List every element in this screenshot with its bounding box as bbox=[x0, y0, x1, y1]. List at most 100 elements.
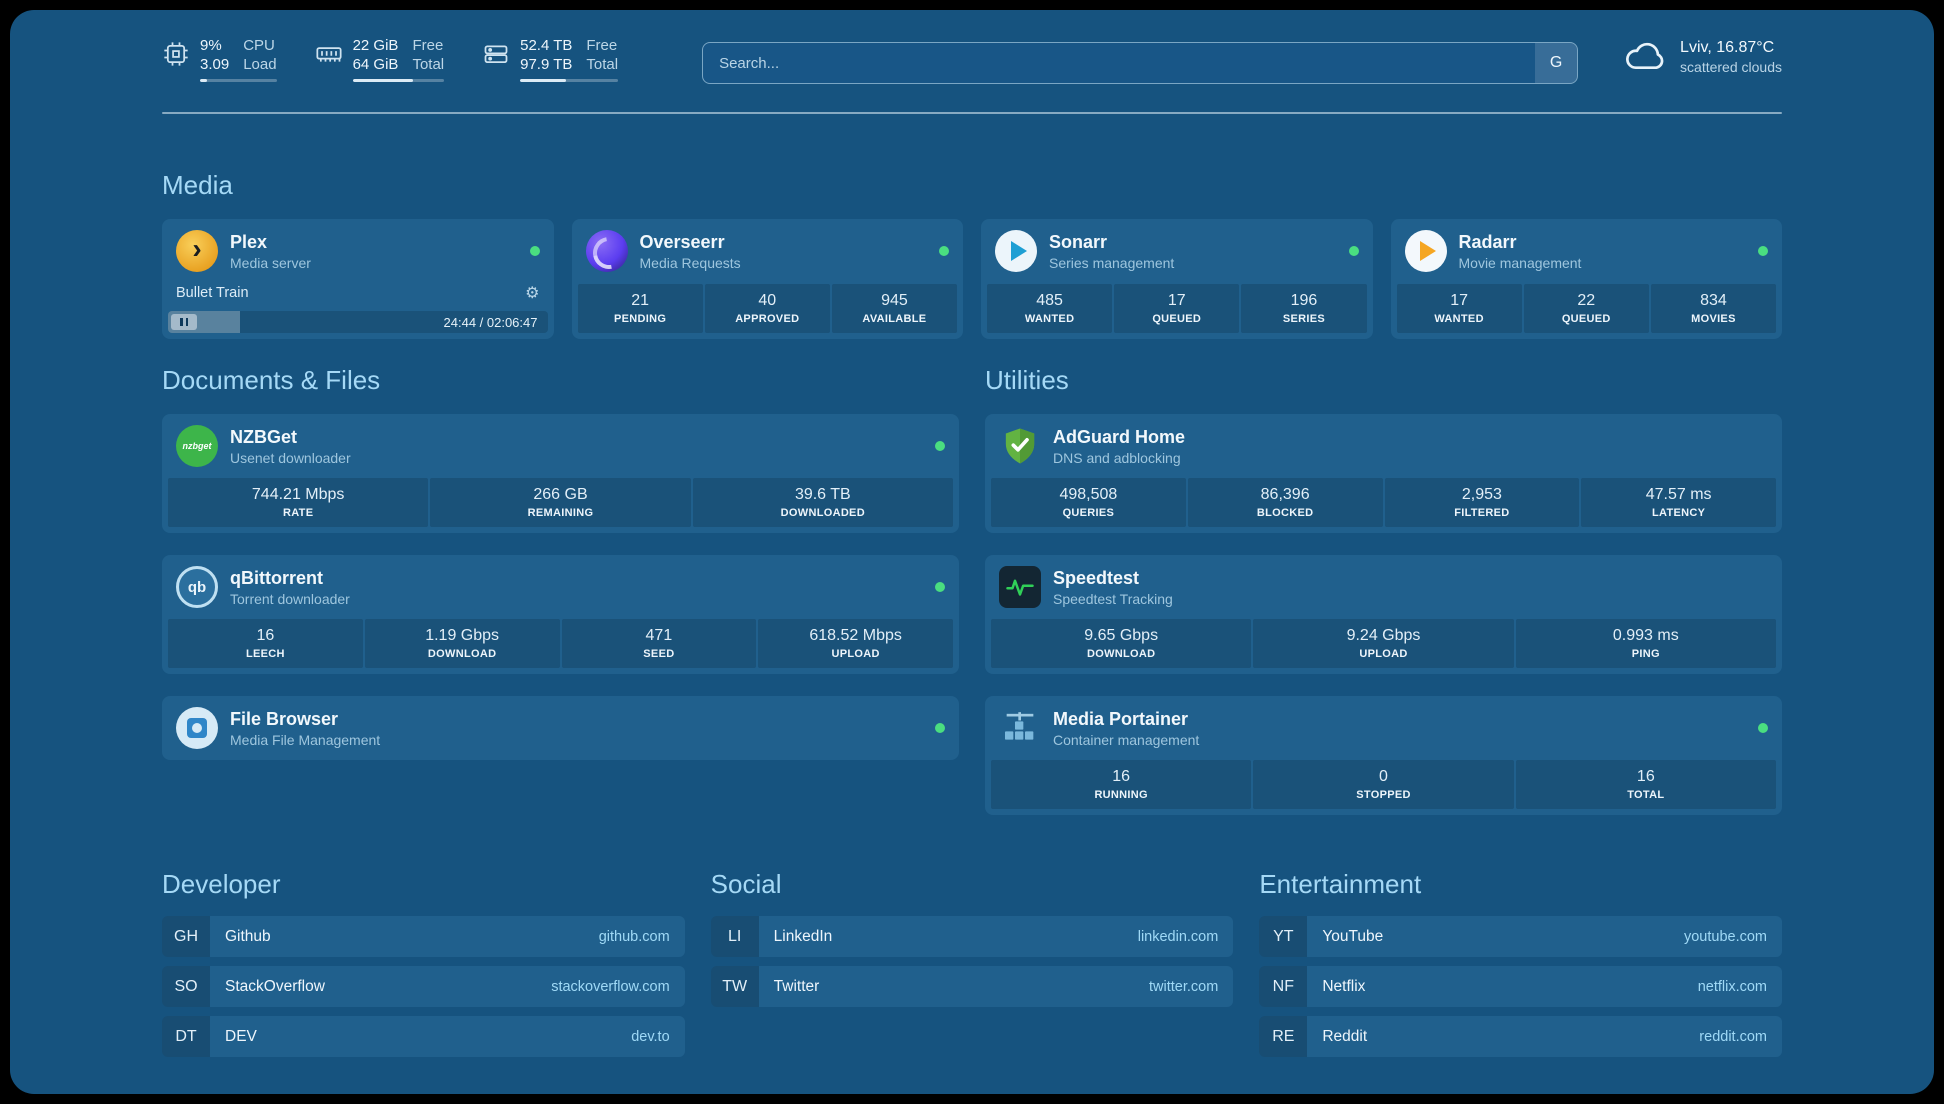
search-input[interactable] bbox=[702, 42, 1579, 84]
weather-location: Lviv, 16.87°C bbox=[1680, 39, 1775, 56]
bookmark-abbr: SO bbox=[162, 966, 210, 1007]
bookmark-row-reddit[interactable]: RE Reddit reddit.com bbox=[1259, 1016, 1782, 1057]
stat-label: WANTED bbox=[1434, 313, 1484, 325]
stat-tile: 196 SERIES bbox=[1241, 284, 1367, 333]
cpu-widget: 9% 3.09 CPU Load bbox=[162, 36, 277, 82]
stat-value: 1.19 Gbps bbox=[425, 627, 500, 644]
service-card-speedtest[interactable]: Speedtest Speedtest Tracking 9.65 Gbps DO… bbox=[985, 555, 1782, 674]
bookmark-row-netflix[interactable]: NF Netflix netflix.com bbox=[1259, 966, 1782, 1007]
stat-label: DOWNLOADED bbox=[780, 507, 865, 519]
service-card-adguard[interactable]: AdGuard Home DNS and adblocking 498,508 Q… bbox=[985, 414, 1782, 533]
stat-tile: 2,953 FILTERED bbox=[1384, 478, 1580, 527]
service-stats: 21 PENDING 40 APPROVED 945 AVAILABLE bbox=[572, 284, 964, 339]
service-title: Sonarr bbox=[1049, 231, 1108, 252]
bookmark-abbr: NF bbox=[1259, 966, 1308, 1007]
memory-free-value: 22 GiB bbox=[352, 37, 399, 54]
stat-value: 618.52 Mbps bbox=[809, 627, 902, 644]
memory-total-value: 64 GiB bbox=[352, 56, 399, 73]
stat-tile: 16 RUNNING bbox=[991, 760, 1252, 809]
service-title: Radarr bbox=[1458, 231, 1517, 252]
stat-tile: 39.6 TB DOWNLOADED bbox=[692, 478, 953, 527]
bookmark-row-twitter[interactable]: TW Twitter twitter.com bbox=[710, 966, 1234, 1007]
bookmark-row-stackoverflow[interactable]: SO StackOverflow stackoverflow.com bbox=[162, 966, 685, 1007]
service-subtitle: Series management bbox=[1049, 254, 1175, 271]
stat-label: UPLOAD bbox=[1359, 648, 1408, 660]
stat-label: DOWNLOAD bbox=[1086, 648, 1156, 660]
stat-label: SEED bbox=[643, 648, 675, 660]
speedtest-pulse-icon bbox=[999, 566, 1041, 608]
service-stats: 16 RUNNING 0 STOPPED 16 TOTAL bbox=[985, 760, 1782, 815]
weather-condition: scattered clouds bbox=[1680, 59, 1782, 75]
stat-value: 0 bbox=[1379, 768, 1388, 785]
status-dot-online bbox=[935, 582, 945, 592]
service-card-plex[interactable]: › Plex Media server Bullet Train ⚙ 24:44… bbox=[162, 219, 554, 339]
utilities-column: AdGuard Home DNS and adblocking 498,508 Q… bbox=[985, 414, 1782, 815]
gear-icon[interactable]: ⚙ bbox=[525, 285, 540, 302]
memory-free-label: Free bbox=[412, 37, 444, 54]
service-card-nzbget[interactable]: nzbget NZBGet Usenet downloader 744.21 M… bbox=[162, 414, 959, 533]
bookmark-url: linkedin.com bbox=[1137, 928, 1219, 945]
bookmark-row-youtube[interactable]: YT YouTube youtube.com bbox=[1259, 916, 1782, 957]
bookmark-row-github[interactable]: GH Github github.com bbox=[162, 916, 685, 957]
bookmark-url: stackoverflow.com bbox=[551, 978, 670, 995]
cpu-usage-label: CPU bbox=[243, 37, 275, 54]
stat-label: LATENCY bbox=[1652, 507, 1706, 519]
stat-tile: 498,508 QUERIES bbox=[991, 478, 1186, 527]
stat-tile: 17 WANTED bbox=[1396, 284, 1522, 333]
stat-label: MOVIES bbox=[1691, 313, 1736, 325]
stat-label: APPROVED bbox=[735, 313, 800, 325]
memory-total-label: Total bbox=[412, 56, 445, 73]
stat-value: 16 bbox=[256, 627, 275, 644]
service-title: Overseerr bbox=[639, 231, 725, 252]
pause-button[interactable] bbox=[171, 314, 197, 330]
bookmark-group-social: Social LI LinkedIn linkedin.com TW Twitter tw… bbox=[710, 869, 1234, 1066]
search-widget: G bbox=[702, 42, 1579, 84]
bookmark-url: github.com bbox=[598, 928, 670, 945]
stat-value: 498,508 bbox=[1059, 486, 1118, 503]
bookmark-row-linkedin[interactable]: LI LinkedIn linkedin.com bbox=[710, 916, 1234, 957]
portainer-crane-icon bbox=[999, 707, 1041, 749]
service-card-sonarr[interactable]: Sonarr Series management 485 WANTED 17 QUEU… bbox=[981, 219, 1373, 339]
service-card-portainer[interactable]: Media Portainer Container management 16 R… bbox=[985, 696, 1782, 815]
service-title: AdGuard Home bbox=[1053, 426, 1186, 447]
stat-label: REMAINING bbox=[527, 507, 594, 519]
bookmark-abbr: GH bbox=[162, 916, 210, 957]
memory-widget: 22 GiB 64 GiB Free Total bbox=[315, 36, 445, 82]
bookmark-abbr: DT bbox=[162, 1016, 210, 1057]
service-card-radarr[interactable]: Radarr Movie management 17 WANTED 22 QUEUED… bbox=[1390, 219, 1783, 339]
service-card-filebrowser[interactable]: File Browser Media File Management bbox=[162, 696, 959, 760]
service-subtitle: Torrent downloader bbox=[230, 590, 350, 607]
stat-tile: 0.993 ms PING bbox=[1515, 619, 1776, 668]
stat-value: 17 bbox=[1450, 292, 1468, 309]
playback-progress-bar[interactable]: 24:44 / 02:06:47 bbox=[168, 311, 548, 333]
stat-label: RATE bbox=[283, 507, 314, 519]
service-subtitle: Usenet downloader bbox=[230, 449, 351, 466]
search-provider-button[interactable]: G bbox=[1535, 43, 1578, 83]
stat-label: WANTED bbox=[1024, 313, 1075, 325]
stat-label: PENDING bbox=[613, 313, 667, 325]
service-subtitle: Speedtest Tracking bbox=[1053, 590, 1173, 607]
service-stats: 17 WANTED 22 QUEUED 834 MOVIES bbox=[1391, 284, 1783, 339]
radarr-icon bbox=[1404, 230, 1447, 272]
stat-value: 17 bbox=[1167, 292, 1186, 309]
stat-value: 47.57 ms bbox=[1645, 486, 1712, 503]
service-card-overseerr[interactable]: Overseerr Media Requests 21 PENDING 40 APPR… bbox=[571, 219, 964, 339]
status-dot-online bbox=[1348, 246, 1359, 256]
service-stats: 485 WANTED 17 QUEUED 196 SERIES bbox=[981, 284, 1373, 339]
weather-widget: Lviv, 16.87°C scattered clouds bbox=[1624, 38, 1782, 76]
bookmark-url: twitter.com bbox=[1149, 978, 1219, 995]
bookmark-row-dev[interactable]: DT DEV dev.to bbox=[162, 1016, 685, 1057]
stat-label: QUEUED bbox=[1152, 313, 1202, 325]
stat-tile: 17 QUEUED bbox=[1114, 284, 1240, 333]
stat-tile: 22 QUEUED bbox=[1523, 284, 1649, 333]
stat-tile: 21 PENDING bbox=[577, 284, 703, 333]
service-title: qBittorrent bbox=[230, 567, 323, 588]
filebrowser-icon bbox=[176, 707, 218, 749]
stat-label: SERIES bbox=[1282, 313, 1325, 325]
status-dot-online bbox=[529, 246, 540, 256]
cpu-load-label: Load bbox=[243, 56, 277, 73]
stat-label: FILTERED bbox=[1454, 507, 1510, 519]
service-card-qbittorrent[interactable]: qb qBittorrent Torrent downloader 16 LEEC… bbox=[162, 555, 959, 674]
stat-label: UPLOAD bbox=[831, 648, 880, 660]
disk-usage-bar bbox=[520, 79, 619, 82]
